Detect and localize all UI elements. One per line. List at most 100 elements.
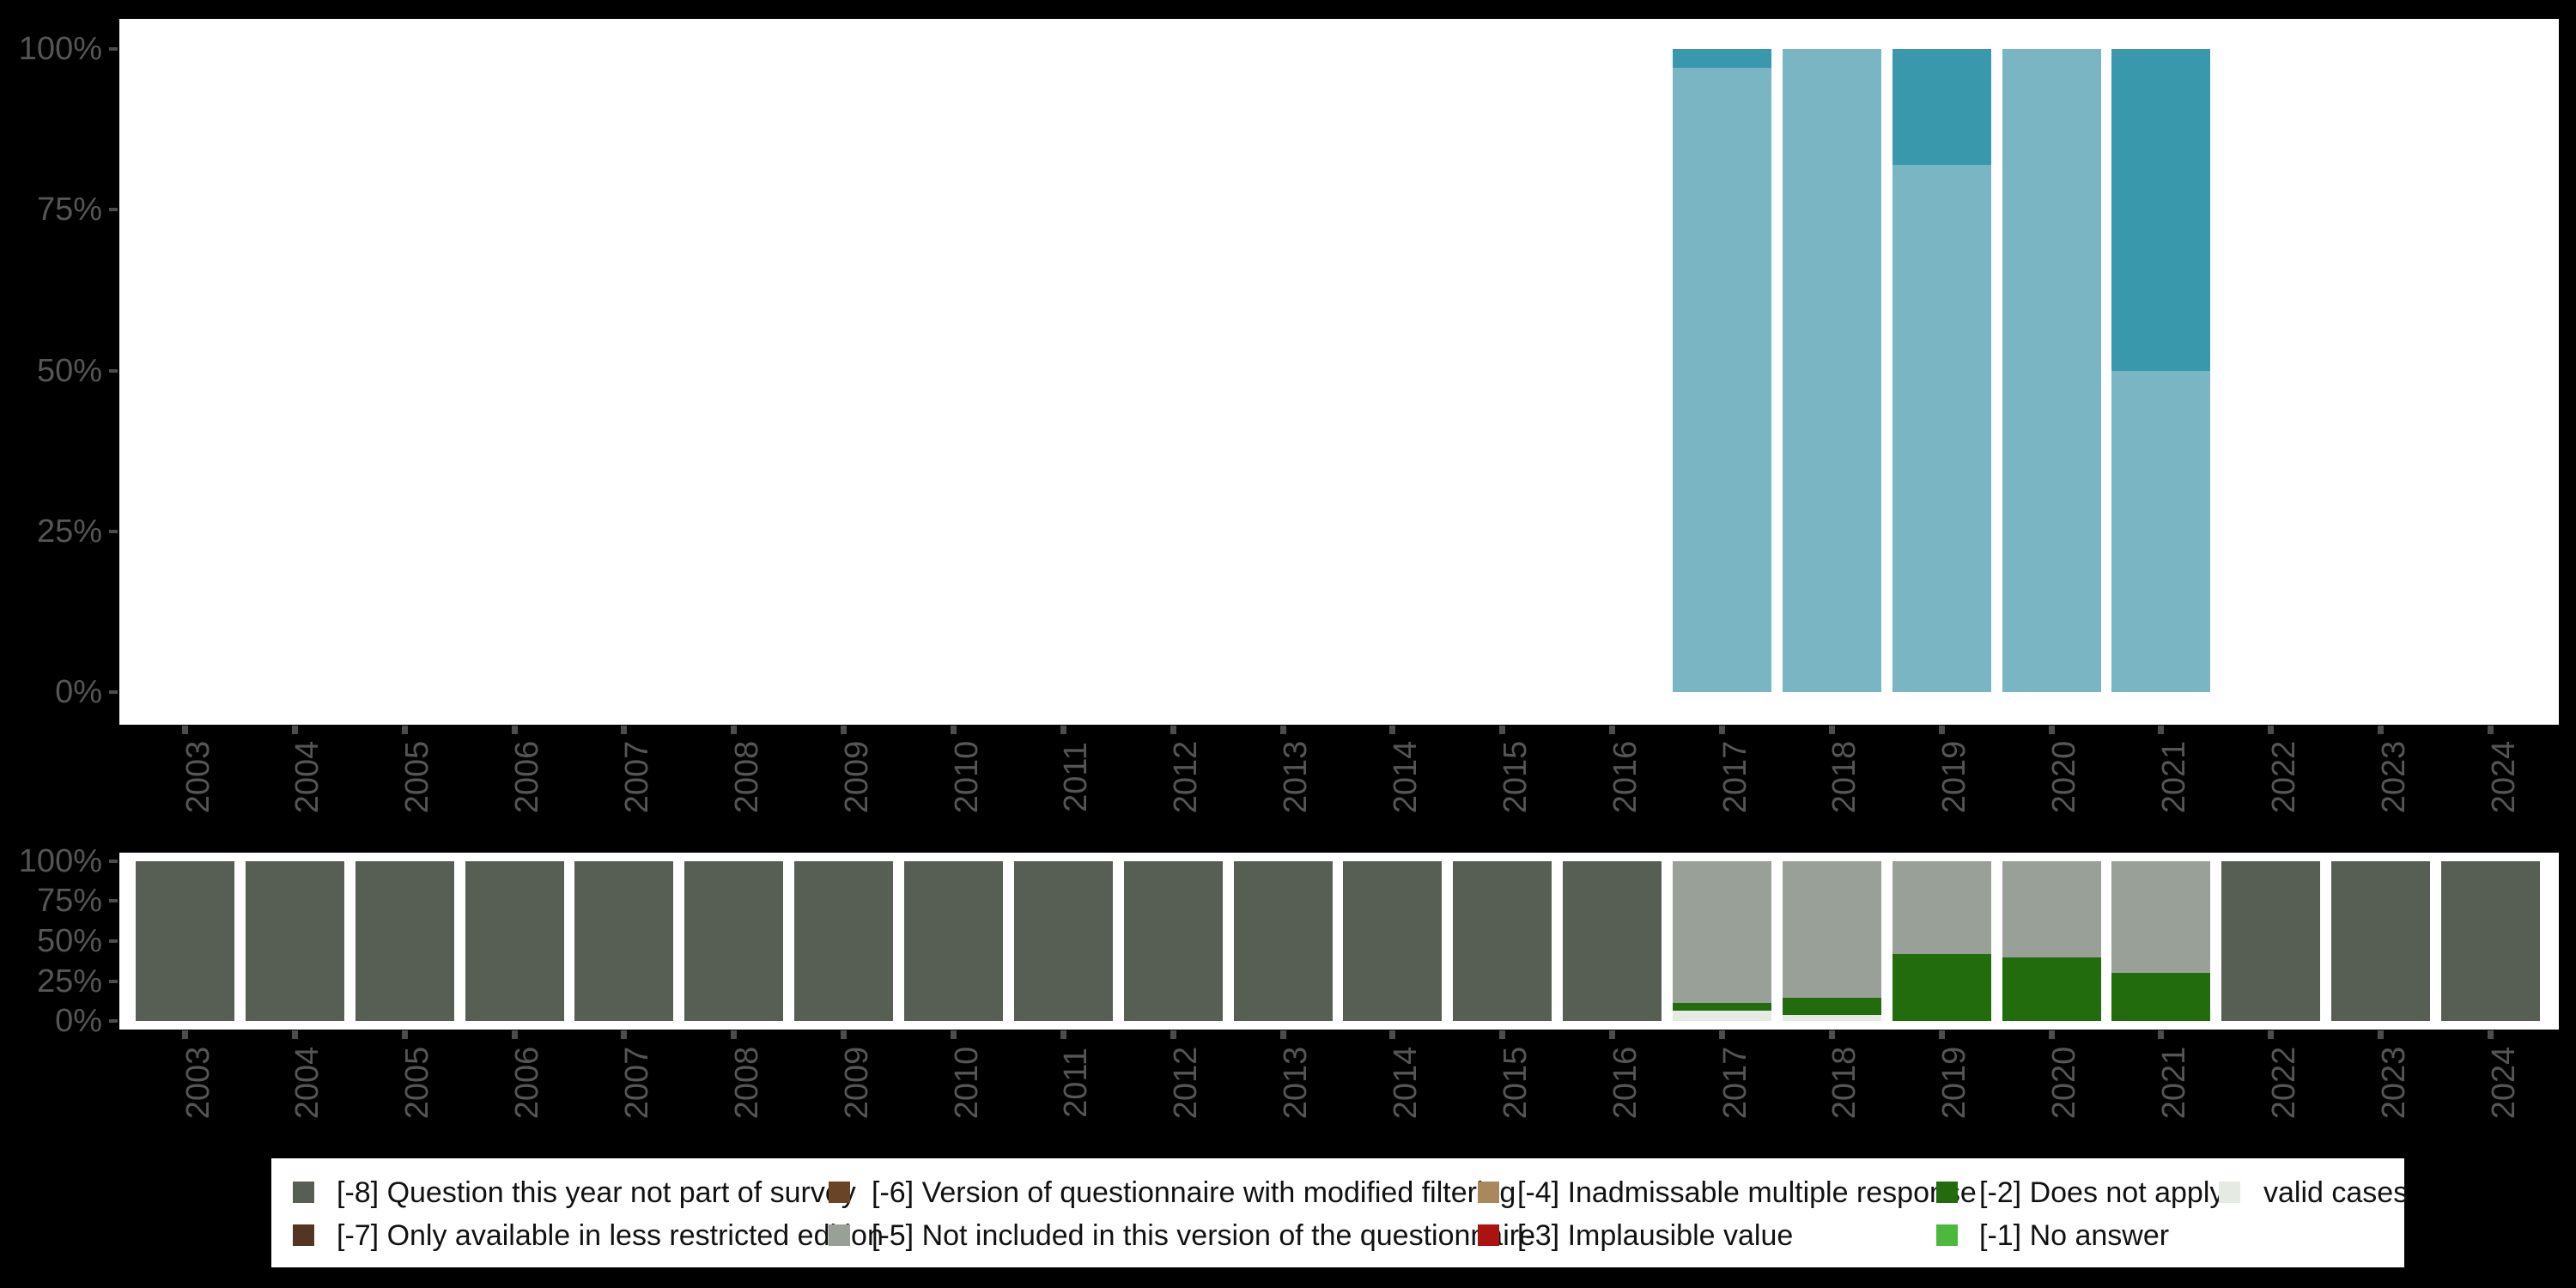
x-tick-label-year: 2006 [509, 740, 546, 814]
x-tick-label-year: 2014 [1387, 740, 1424, 814]
x-axis-tick [2048, 1030, 2055, 1039]
legend-swatch-m6 [829, 1182, 850, 1203]
x-axis-tick [1719, 726, 1726, 734]
x-axis-tick [511, 726, 518, 734]
y-tick-label: 50% [36, 923, 102, 959]
legend-label-m1: [-1] No answer [1979, 1219, 2170, 1252]
x-tick-label-year: 2021 [2155, 1046, 2192, 1120]
bar-segment-m2 [2111, 972, 2211, 1022]
bar-segment-m8 [465, 860, 564, 1022]
legend-swatch-m7 [293, 1224, 314, 1246]
bar-segment-m5 [2002, 860, 2101, 958]
bar-segment-blue_light [2111, 370, 2211, 692]
y-tick-label: 25% [36, 963, 102, 999]
bar-segment-m8 [1343, 860, 1443, 1022]
x-tick-label-year: 2016 [1607, 740, 1643, 814]
x-axis-tick [2158, 726, 2165, 734]
bar-segment-m8 [574, 860, 674, 1022]
bar-segment-m8 [904, 860, 1004, 1022]
y-axis-tick [109, 1019, 118, 1023]
x-axis-tick [1060, 726, 1066, 734]
x-tick-label-year: 2018 [1826, 740, 1863, 814]
x-axis-tick [182, 1030, 188, 1039]
bar-segment-m5 [2111, 860, 2211, 973]
x-tick-label-year: 2015 [1497, 1046, 1534, 1120]
x-tick-label-year: 2012 [1168, 740, 1205, 814]
x-axis-tick [1719, 1030, 1726, 1039]
x-tick-label-year: 2013 [1278, 1046, 1315, 1120]
x-axis-tick [1609, 726, 1616, 734]
y-axis-tick [109, 980, 118, 983]
x-axis-tick [291, 726, 298, 734]
x-tick-label-year: 2007 [618, 1046, 655, 1120]
bar-segment-m2 [2002, 957, 2101, 1022]
bar-segment-m5 [1782, 860, 1881, 999]
bar-segment-m8 [1453, 860, 1552, 1022]
x-tick-label-year: 2023 [2375, 1046, 2412, 1120]
x-tick-label-year: 2004 [289, 740, 326, 814]
x-tick-label-year: 2020 [2046, 1046, 2083, 1120]
y-axis-tick [109, 939, 118, 943]
x-axis-tick [1060, 1030, 1066, 1039]
legend-label-m5: [-5] Not included in this version of the… [872, 1219, 1536, 1252]
bar-segment-m8 [2331, 860, 2431, 1022]
x-axis-tick [1499, 1030, 1506, 1039]
y-axis-tick [109, 860, 118, 863]
y-axis-tick [109, 899, 118, 902]
x-axis-tick [2378, 726, 2385, 734]
x-tick-label-year: 2008 [728, 740, 765, 814]
y-tick-label: 100% [18, 843, 102, 879]
bar-segment-blue_light [1673, 68, 1772, 692]
x-axis-tick [401, 1030, 408, 1039]
x-tick-label-year: 2023 [2375, 740, 2412, 814]
bar-segment-m8 [1013, 860, 1113, 1022]
x-axis-tick [1938, 1030, 1945, 1039]
bar-segment-m8 [2441, 860, 2541, 1022]
legend-swatch-m1 [1936, 1224, 1958, 1246]
bottom-chart-panel [119, 853, 2559, 1030]
y-tick-label: 50% [36, 353, 102, 389]
y-tick-label: 0% [55, 1003, 102, 1039]
x-tick-label-year: 2018 [1826, 1046, 1863, 1120]
x-tick-label-year: 2015 [1497, 740, 1534, 814]
x-tick-label-year: 2016 [1607, 1046, 1643, 1120]
x-tick-label-year: 2014 [1387, 1046, 1424, 1120]
x-axis-tick [1609, 1030, 1616, 1039]
x-tick-label-year: 2019 [1936, 1046, 1973, 1120]
x-tick-label-year: 2022 [2265, 1046, 2302, 1120]
y-tick-label: 25% [36, 513, 102, 550]
x-axis-tick [621, 1030, 628, 1039]
legend-swatch-m5 [829, 1224, 850, 1246]
bar-segment-blue_dark [1673, 49, 1772, 69]
bar-segment-m8 [355, 860, 454, 1022]
bar-segment-m2 [1892, 953, 1991, 1022]
legend-label-m6: [-6] Version of questionnaire with modif… [872, 1176, 1516, 1209]
legend-label-m4: [-4] Inadmissable multiple response [1517, 1176, 1977, 1209]
x-tick-label-year: 2010 [948, 740, 985, 814]
x-axis-tick [841, 1030, 848, 1039]
x-axis-tick [2378, 1030, 2385, 1039]
bar-segment-m2 [1782, 998, 1881, 1016]
x-tick-label-year: 2022 [2265, 740, 2302, 814]
bar-segment-blue_dark [2111, 49, 2211, 371]
x-tick-label-year: 2017 [1716, 1046, 1753, 1120]
legend-label-m3: [-3] Implausible value [1517, 1219, 1794, 1252]
x-axis-tick [291, 1030, 298, 1039]
bar-segment-m2 [1673, 1003, 1772, 1011]
y-axis-tick [109, 47, 118, 51]
x-tick-label-year: 2007 [618, 740, 655, 814]
x-axis-tick [621, 726, 628, 734]
x-axis-tick [1389, 1030, 1396, 1039]
y-axis-tick [109, 208, 118, 211]
x-axis-tick [1828, 1030, 1835, 1039]
legend-swatch-m3 [1478, 1224, 1499, 1246]
x-tick-label-year: 2004 [289, 1046, 326, 1120]
bar-segment-m5 [1892, 860, 1991, 954]
bar-segment-m8 [684, 860, 784, 1022]
legend-swatch-m2 [1936, 1182, 1958, 1203]
bar-segment-blue_light [1892, 164, 1991, 692]
x-axis-tick [1170, 726, 1176, 734]
x-axis-tick [1170, 1030, 1176, 1039]
bar-segment-m8 [245, 860, 344, 1022]
x-axis-tick [951, 1030, 957, 1039]
